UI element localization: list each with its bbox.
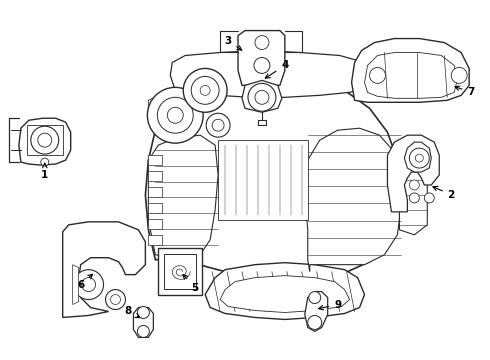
Circle shape [31,126,59,154]
Text: 6: 6 [77,274,93,289]
Polygon shape [133,307,153,337]
Polygon shape [365,53,457,98]
Circle shape [82,278,96,292]
Polygon shape [220,276,349,312]
Circle shape [255,36,269,50]
Circle shape [409,148,429,168]
Polygon shape [399,155,427,235]
Circle shape [409,193,419,203]
Circle shape [308,315,322,329]
Polygon shape [218,140,308,220]
Text: 3: 3 [224,36,242,50]
Circle shape [416,154,423,162]
Circle shape [105,289,125,310]
Polygon shape [171,50,369,97]
Text: 2: 2 [433,186,455,200]
Circle shape [183,68,227,112]
Circle shape [309,292,321,303]
Circle shape [74,270,103,300]
Polygon shape [148,187,162,197]
Circle shape [206,113,230,137]
Circle shape [451,67,467,84]
Polygon shape [73,265,78,305]
Polygon shape [164,254,196,289]
Polygon shape [63,222,146,318]
Polygon shape [148,235,162,245]
Text: 4: 4 [265,60,289,78]
Circle shape [200,85,210,95]
Polygon shape [388,135,439,212]
Circle shape [137,306,149,319]
Circle shape [254,58,270,73]
Circle shape [167,107,183,123]
Text: 9: 9 [318,300,341,310]
Polygon shape [352,39,469,102]
Polygon shape [205,263,365,319]
Polygon shape [148,171,162,181]
Text: 5: 5 [183,275,199,293]
Polygon shape [305,128,401,272]
Circle shape [147,87,203,143]
Polygon shape [238,31,285,85]
Circle shape [111,294,121,305]
Polygon shape [148,155,162,165]
Circle shape [248,84,276,111]
Polygon shape [27,125,63,155]
Circle shape [157,97,193,133]
Circle shape [212,119,224,131]
Polygon shape [404,142,431,172]
Polygon shape [242,80,282,112]
Circle shape [191,76,219,104]
Circle shape [255,90,269,104]
Circle shape [38,133,52,147]
Circle shape [424,193,434,203]
Polygon shape [158,248,202,294]
Polygon shape [148,135,218,260]
Polygon shape [19,118,71,165]
Text: 1: 1 [41,163,49,180]
Circle shape [409,180,419,190]
Polygon shape [148,219,162,229]
Text: 7: 7 [455,86,475,97]
Polygon shape [148,203,162,213]
Circle shape [369,67,386,84]
Polygon shape [146,71,401,280]
Text: 8: 8 [125,306,140,318]
Circle shape [41,158,49,166]
Polygon shape [305,292,328,332]
Circle shape [137,325,149,337]
